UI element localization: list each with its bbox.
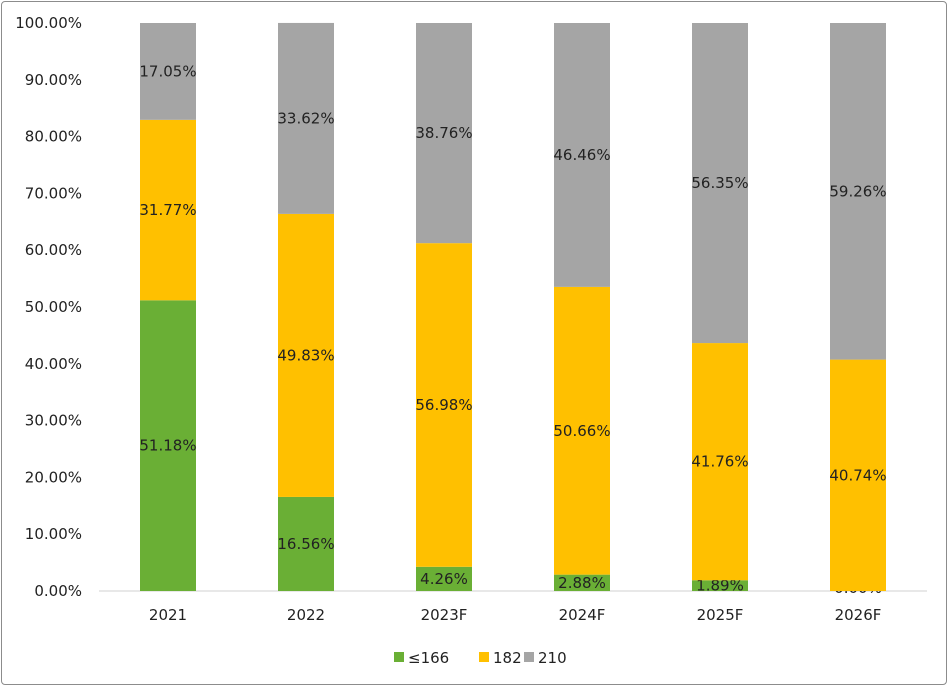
y-tick-label: 30.00% bbox=[25, 412, 82, 430]
y-tick-label: 40.00% bbox=[25, 355, 82, 373]
data-label: 31.77% bbox=[139, 201, 196, 219]
bar-segment bbox=[140, 119, 196, 301]
y-tick-label: 0.00% bbox=[34, 582, 82, 600]
bar-segment bbox=[278, 22, 334, 214]
x-tick-label: 2024F bbox=[559, 606, 606, 624]
y-tick-label: 80.00% bbox=[25, 128, 82, 146]
bar-segment bbox=[140, 23, 196, 120]
y-tick-label: 50.00% bbox=[25, 298, 82, 316]
data-label: 1.89% bbox=[696, 577, 744, 595]
x-tick-label: 2022 bbox=[287, 606, 325, 624]
bar-segment bbox=[692, 580, 748, 591]
bar-segment bbox=[278, 213, 334, 497]
data-label: 56.35% bbox=[691, 174, 748, 192]
data-label: 46.46% bbox=[553, 146, 610, 164]
data-label: 16.56% bbox=[277, 535, 334, 553]
data-label: 59.26% bbox=[829, 182, 886, 200]
legend-swatch bbox=[524, 652, 534, 662]
bar-segment bbox=[416, 23, 472, 244]
y-tick-label: 60.00% bbox=[25, 241, 82, 259]
bar-segment bbox=[140, 300, 196, 591]
bar-segment bbox=[416, 566, 472, 591]
data-label: 50.66% bbox=[553, 422, 610, 440]
x-tick-label: 2023F bbox=[421, 606, 468, 624]
legend-label: 210 bbox=[538, 649, 567, 667]
data-label: 41.76% bbox=[691, 453, 748, 471]
data-label: 38.76% bbox=[415, 124, 472, 142]
y-tick-label: 10.00% bbox=[25, 525, 82, 543]
y-tick-label: 20.00% bbox=[25, 468, 82, 486]
bar-segment bbox=[554, 286, 610, 575]
data-label: 4.26% bbox=[420, 570, 468, 588]
bar-segment bbox=[830, 23, 886, 360]
bar-segment bbox=[416, 243, 472, 567]
data-label: 2.88% bbox=[558, 574, 606, 592]
x-tick-label: 2021 bbox=[149, 606, 187, 624]
x-tick-label: 2025F bbox=[697, 606, 744, 624]
bar-segment bbox=[278, 496, 334, 591]
data-label: 51.18% bbox=[139, 437, 196, 455]
bar-segment bbox=[692, 343, 748, 581]
x-tick-label: 2026F bbox=[835, 606, 882, 624]
data-label: 56.98% bbox=[415, 396, 472, 414]
y-tick-label: 90.00% bbox=[25, 71, 82, 89]
legend-label: ≤166 bbox=[408, 649, 449, 667]
y-tick-label: 100.00% bbox=[15, 14, 82, 32]
bar-segment bbox=[692, 23, 748, 344]
legend-swatch bbox=[394, 652, 404, 662]
data-label: 33.62% bbox=[277, 109, 334, 127]
data-label: 40.74% bbox=[829, 466, 886, 484]
legend-label: 182 bbox=[493, 649, 522, 667]
data-label: 49.83% bbox=[277, 346, 334, 364]
bar-segment bbox=[554, 574, 610, 591]
legend-swatch bbox=[479, 652, 489, 662]
data-label: 17.05% bbox=[139, 62, 196, 80]
bar-segment bbox=[554, 23, 610, 287]
bar-segment bbox=[830, 359, 886, 591]
y-tick-label: 70.00% bbox=[25, 184, 82, 202]
